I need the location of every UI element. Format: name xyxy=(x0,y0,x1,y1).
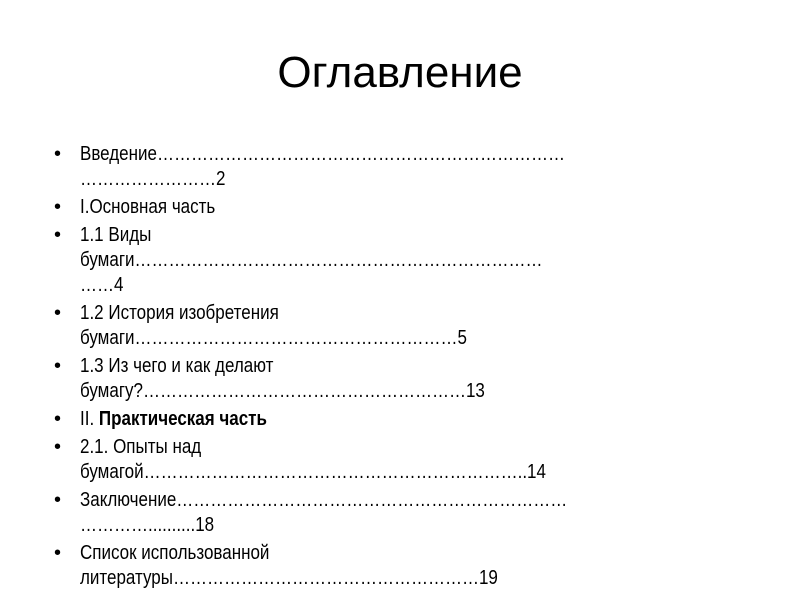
section-title: Практическая часть xyxy=(98,408,267,430)
toc-line: 2.1. Опыты над xyxy=(80,436,202,458)
toc-line: литературы………………………………………………19 xyxy=(80,567,498,589)
table-of-contents: • Введение……………………………………………………………… …………………… xyxy=(0,142,800,594)
toc-line: 1.3 Из чего и как делают xyxy=(80,355,274,377)
bullet-icon: • xyxy=(54,302,62,324)
toc-item: • 1.3 Из чего и как делают бумагу?……………………… xyxy=(0,354,800,404)
toc-line: I.Основная часть xyxy=(80,196,216,218)
toc-line: 1.1 Виды xyxy=(80,224,152,246)
toc-item: • II. Практическая часть xyxy=(0,407,800,432)
toc-item: • Заключение…………………………………………………………… …………..… xyxy=(0,488,800,538)
toc-item: • Список использованной литературы……………………… xyxy=(0,541,800,591)
toc-line: бумагой…………………………………………………………..14 xyxy=(80,461,546,483)
bullet-icon: • xyxy=(54,489,62,511)
toc-line: ……………………2 xyxy=(80,168,226,190)
toc-line: II. Практическая часть xyxy=(80,407,692,432)
toc-line: бумаги…………………………………………………5 xyxy=(80,327,467,349)
toc-line: ……4 xyxy=(80,274,124,296)
bullet-icon: • xyxy=(54,143,62,165)
toc-line: бумагу?…………………………………………………13 xyxy=(80,380,485,402)
toc-line: Заключение…………………………………………………………… xyxy=(80,489,568,511)
toc-line: бумаги……………………………………………………………… xyxy=(80,249,543,271)
bullet-icon: • xyxy=(54,196,62,218)
toc-item: • 1.2 История изобретения бумаги…………………………… xyxy=(0,301,800,351)
bullet-icon: • xyxy=(54,542,62,564)
toc-line: Введение……………………………………………………………… xyxy=(80,143,565,165)
slide-title: Оглавление xyxy=(277,48,523,97)
toc-line: 1.2 История изобретения xyxy=(80,302,279,324)
toc-line: Список использованной xyxy=(80,542,270,564)
toc-item: • I.Основная часть xyxy=(0,195,800,220)
toc-line: …………..........18 xyxy=(80,514,215,536)
bullet-icon: • xyxy=(54,408,62,430)
bullet-icon: • xyxy=(54,436,62,458)
bullet-icon: • xyxy=(54,355,62,377)
section-number: II. xyxy=(80,408,99,430)
toc-item: • 2.1. Опыты над бумагой………………………………………………… xyxy=(0,435,800,485)
bullet-icon: • xyxy=(54,224,62,246)
toc-item: • Введение……………………………………………………………… …………………… xyxy=(0,142,800,192)
toc-item: • 1.1 Виды бумаги……………………………………………………………… …… xyxy=(0,223,800,298)
